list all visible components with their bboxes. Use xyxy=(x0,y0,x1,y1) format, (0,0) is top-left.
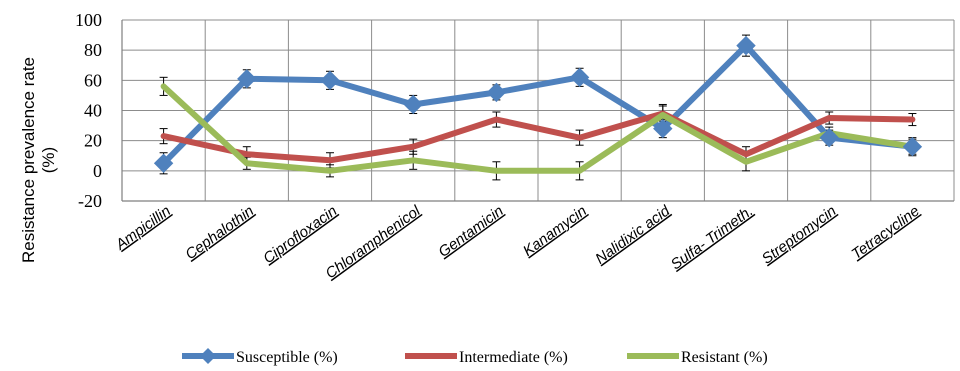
y-tick-labels: -20 0 20 40 60 80 100 xyxy=(75,10,102,211)
y-tick-label: 0 xyxy=(93,161,102,181)
data-point-marker xyxy=(486,82,507,103)
x-tick-label: Ciprofloxacin xyxy=(260,202,340,267)
y-axis-title-line: (%) xyxy=(39,147,58,173)
legend: Susceptible (%) Intermediate (%) Resistant… xyxy=(182,348,768,366)
y-tick-label: -20 xyxy=(78,191,102,211)
data-point-marker xyxy=(237,69,257,89)
x-tick-label: Sulfa- Trimeth. xyxy=(668,202,757,273)
data-point-marker xyxy=(569,67,590,88)
legend-label: Resistant (%) xyxy=(681,349,768,366)
data-point-marker xyxy=(819,127,839,148)
gridlines xyxy=(121,19,955,202)
data-point-marker xyxy=(653,118,673,139)
x-tick-label: Tetracycline xyxy=(848,202,922,262)
legend-label: Susceptible (%) xyxy=(236,349,338,366)
series-line-2 xyxy=(160,83,916,174)
legend-marker xyxy=(200,348,216,364)
x-tick-label: Nalidixic acid xyxy=(592,202,673,268)
x-tick-label: Ampicillin xyxy=(112,202,174,254)
y-axis-title-line: Resistance prevalence rate xyxy=(19,57,38,263)
y-tick-label: 40 xyxy=(84,101,102,121)
y-tick-label: 80 xyxy=(84,40,102,60)
series-line-1 xyxy=(160,110,916,164)
y-tick-label: 100 xyxy=(75,10,102,30)
data-point-marker xyxy=(153,153,174,173)
axes xyxy=(121,20,954,202)
data-point-marker xyxy=(320,70,340,91)
series-markers xyxy=(153,35,923,173)
data-point-marker xyxy=(403,94,423,115)
x-tick-label: Gentamicin xyxy=(435,202,506,260)
x-tick-label: Streptomycin xyxy=(759,202,840,267)
data-point-marker xyxy=(902,136,923,157)
series-lines xyxy=(160,42,916,174)
series-line-0 xyxy=(160,42,916,167)
y-tick-label: 60 xyxy=(84,70,102,90)
x-tick-label: Kanamycin xyxy=(520,202,590,259)
y-tick-label: 20 xyxy=(84,131,102,151)
y-axis-title: Resistance prevalence rate (%) xyxy=(19,57,58,263)
x-tick-label: Cephalothin xyxy=(182,202,257,263)
x-tick-labels: Ampicillin Cephalothin CiprofloxacinChlora… xyxy=(112,202,923,282)
legend-label: Intermediate (%) xyxy=(459,349,568,366)
data-point-marker xyxy=(736,35,756,56)
